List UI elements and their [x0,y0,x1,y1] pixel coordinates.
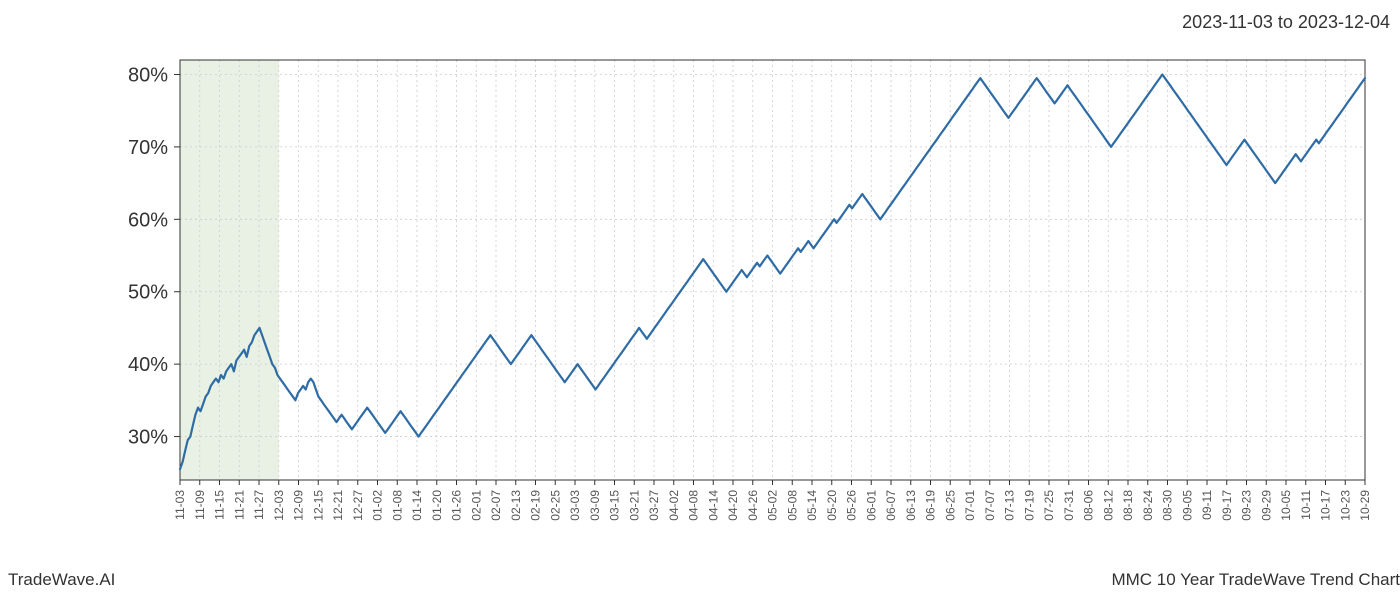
date-range-label: 2023-11-03 to 2023-12-04 [1182,12,1390,33]
x-tick-label: 07-25 [1042,490,1056,521]
x-tick-label: 01-26 [450,490,464,521]
x-tick-label: 11-27 [252,490,266,520]
x-tick-label: 12-15 [311,490,325,521]
y-tick-label: 40% [128,354,168,376]
x-tick-label: 02-13 [509,490,523,521]
x-tick-label: 01-14 [410,490,424,521]
x-tick-label: 01-20 [430,490,444,521]
x-tick-label: 05-26 [845,490,859,521]
x-tick-label: 09-29 [1259,490,1273,521]
x-tick-label: 09-11 [1200,490,1214,520]
x-tick-label: 06-13 [904,490,918,521]
x-tick-label: 10-23 [1338,490,1352,521]
x-tick-label: 11-03 [173,490,187,520]
x-tick-label: 03-09 [588,490,602,521]
x-tick-label: 03-21 [627,490,641,521]
x-tick-label: 10-05 [1279,490,1293,521]
x-tick-label: 01-08 [390,490,404,521]
x-tick-label: 08-12 [1101,490,1115,521]
x-tick-label: 05-08 [785,490,799,521]
x-tick-label: 04-14 [706,490,720,521]
footer-brand: TradeWave.AI [8,570,115,590]
x-tick-label: 04-02 [667,490,681,521]
x-tick-label: 07-31 [1062,490,1076,521]
x-tick-label: 02-25 [548,490,562,521]
x-tick-label: 06-25 [943,490,957,521]
x-tick-label: 01-02 [371,490,385,521]
x-tick-label: 10-29 [1358,490,1372,521]
x-tick-label: 08-18 [1121,490,1135,521]
x-tick-label: 12-27 [351,490,365,521]
x-tick-label: 08-24 [1141,490,1155,521]
x-tick-label: 10-17 [1319,490,1333,521]
x-tick-label: 03-27 [647,490,661,521]
x-tick-label: 07-19 [1022,490,1036,521]
x-tick-label: 07-13 [1003,490,1017,521]
x-tick-label: 11-15 [213,490,227,520]
x-tick-label: 05-14 [805,490,819,521]
x-tick-label: 03-03 [568,490,582,521]
line-chart: 30% 40% 50% 60% 70% 80% 11-03 11-09 11-15 11-21 11… [0,0,1400,600]
x-tick-label: 10-11 [1299,490,1313,520]
y-tick-label: 60% [128,209,168,231]
x-tick-label: 07-07 [983,490,997,521]
footer-title: MMC 10 Year TradeWave Trend Chart [1111,570,1400,590]
x-tick-label: 04-08 [687,490,701,521]
x-tick-label: 11-21 [232,490,246,520]
x-tick-label: 09-23 [1240,490,1254,521]
x-tick-label: 02-19 [529,490,543,521]
x-tick-label: 04-20 [726,490,740,521]
x-tick-label: 12-21 [331,490,345,521]
x-tick-label: 12-09 [292,490,306,521]
y-tick-label: 70% [128,137,168,159]
x-tick-label: 06-19 [924,490,938,521]
y-tick-label: 50% [128,282,168,304]
chart-container: 2023-11-03 to 2023-12-04 30% 40% 50% 60% 70%… [0,0,1400,600]
y-tick-label: 80% [128,64,168,86]
x-tick-label: 08-30 [1161,490,1175,521]
x-tick-label: 03-15 [608,490,622,521]
x-tick-label: 02-01 [469,490,483,521]
x-tick-label: 05-02 [766,490,780,521]
x-tick-label: 05-20 [825,490,839,521]
y-tick-label: 30% [128,427,168,449]
x-tick-label: 09-17 [1220,490,1234,521]
x-tick-label: 02-07 [489,490,503,521]
x-tick-label: 12-03 [272,490,286,521]
x-tick-label: 07-01 [963,490,977,521]
x-tick-label: 09-05 [1180,490,1194,521]
x-tick-label: 06-07 [884,490,898,521]
x-tick-label: 06-01 [864,490,878,521]
x-tick-label: 04-26 [746,490,760,521]
x-tick-label: 08-06 [1082,490,1096,521]
x-tick-label: 11-09 [193,490,207,520]
